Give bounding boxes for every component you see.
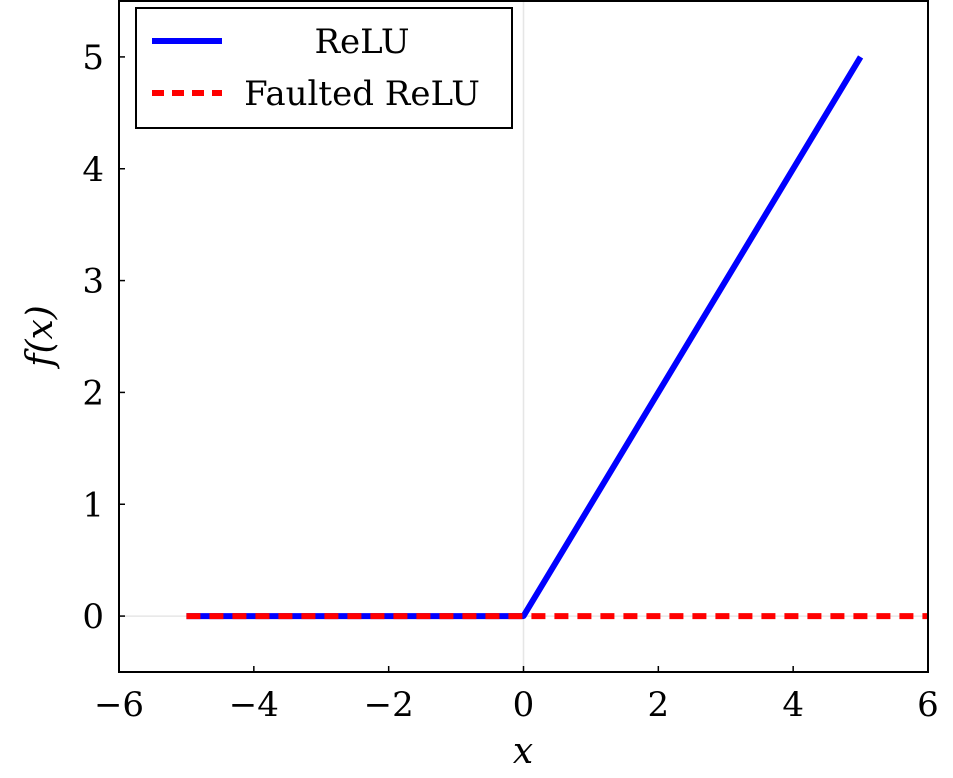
series-relu bbox=[186, 55, 864, 620]
x-tick-label: 0 bbox=[513, 685, 535, 725]
y-tick-label: 3 bbox=[82, 262, 104, 302]
y-tick-label: 0 bbox=[82, 597, 104, 637]
legend-label-faulted-relu: Faulted ReLU bbox=[244, 74, 480, 114]
x-tick-label: −6 bbox=[94, 685, 144, 725]
y-tick-label: 1 bbox=[82, 485, 104, 525]
legend-box bbox=[135, 7, 513, 129]
y-axis-label: f(x) bbox=[20, 305, 61, 370]
x-tick-label: 4 bbox=[782, 685, 804, 725]
y-tick-label: 4 bbox=[82, 150, 104, 190]
y-tick-label: 2 bbox=[82, 373, 104, 413]
x-tick-label: −2 bbox=[364, 685, 414, 725]
y-axis-ticks: 0 1 2 3 4 5 bbox=[82, 38, 125, 637]
x-tick-label: 6 bbox=[917, 685, 939, 725]
y-tick-label: 5 bbox=[82, 38, 104, 78]
legend-label-relu: ReLU bbox=[314, 22, 409, 62]
x-tick-label: 2 bbox=[648, 685, 670, 725]
x-axis-ticks: −6 −4 −2 0 2 4 6 bbox=[94, 666, 939, 725]
x-axis-label: x bbox=[513, 731, 533, 772]
series-layer bbox=[186, 55, 928, 620]
x-tick-label: −4 bbox=[229, 685, 279, 725]
legend: ReLU Faulted ReLU bbox=[135, 7, 513, 129]
